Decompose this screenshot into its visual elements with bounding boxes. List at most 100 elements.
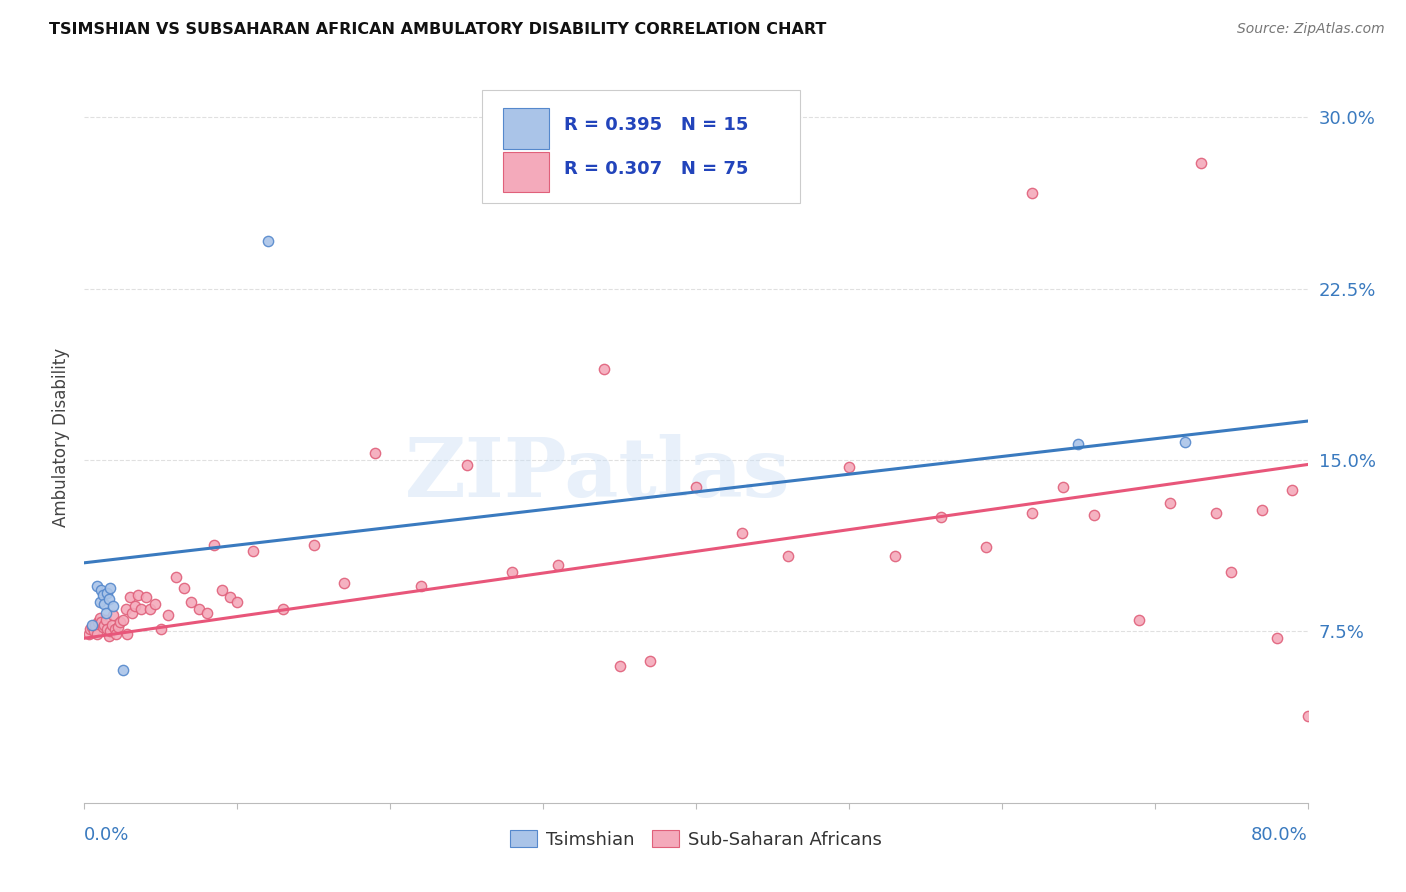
Point: [731, 526, 754, 541]
Point: [98, 624, 121, 639]
Point: [93, 617, 115, 632]
Point: [226, 595, 249, 609]
Point: [638, 654, 661, 668]
Point: [180, 595, 202, 609]
FancyBboxPatch shape: [503, 153, 550, 193]
Point: [157, 608, 180, 623]
Point: [115, 626, 138, 640]
Point: [838, 459, 860, 474]
Point: [90, 615, 112, 630]
Point: [929, 510, 952, 524]
Point: [333, 576, 356, 591]
Point: [91, 588, 114, 602]
Point: [1174, 434, 1197, 449]
Point: [456, 458, 478, 472]
Point: [1128, 613, 1150, 627]
Point: [94, 613, 117, 627]
Point: [89, 610, 111, 624]
Point: [1296, 709, 1319, 723]
Point: [302, 537, 325, 551]
Point: [129, 601, 152, 615]
Point: [1250, 503, 1272, 517]
Point: [271, 601, 294, 615]
Point: [195, 606, 218, 620]
Point: [218, 590, 240, 604]
Point: [107, 620, 129, 634]
Point: [1281, 483, 1303, 497]
Point: [1021, 186, 1043, 200]
Point: [1067, 437, 1090, 451]
Point: [976, 540, 998, 554]
Point: [97, 629, 120, 643]
Point: [202, 537, 225, 551]
Point: [111, 663, 134, 677]
Text: ZIPatlas: ZIPatlas: [405, 434, 790, 514]
Point: [80, 617, 103, 632]
Point: [103, 599, 125, 614]
Point: [114, 601, 136, 615]
Point: [1189, 155, 1212, 169]
Point: [91, 620, 114, 634]
FancyBboxPatch shape: [503, 108, 550, 149]
Point: [1159, 496, 1181, 510]
Point: [883, 549, 905, 563]
Point: [1021, 506, 1043, 520]
Point: [105, 626, 128, 640]
Point: [188, 601, 211, 615]
Text: R = 0.307   N = 75: R = 0.307 N = 75: [564, 160, 748, 178]
Point: [776, 549, 799, 563]
Point: [96, 622, 118, 636]
Point: [257, 234, 280, 248]
Point: [111, 613, 134, 627]
Point: [84, 617, 107, 632]
Point: [83, 624, 105, 639]
Point: [609, 658, 631, 673]
Point: [98, 581, 121, 595]
Point: [139, 601, 162, 615]
Point: [547, 558, 569, 573]
Point: [77, 626, 100, 640]
Y-axis label: Ambulatory Disability: Ambulatory Disability: [52, 348, 70, 526]
Point: [97, 592, 120, 607]
Legend: Tsimshian, Sub-Saharan Africans: Tsimshian, Sub-Saharan Africans: [502, 822, 890, 856]
Text: R = 0.395   N = 15: R = 0.395 N = 15: [564, 116, 748, 134]
Point: [103, 608, 125, 623]
Point: [593, 361, 616, 376]
Point: [90, 583, 112, 598]
Point: [1205, 506, 1227, 520]
Text: TSIMSHIAN VS SUBSAHARAN AFRICAN AMBULATORY DISABILITY CORRELATION CHART: TSIMSHIAN VS SUBSAHARAN AFRICAN AMBULATO…: [49, 22, 827, 37]
Point: [86, 626, 108, 640]
Point: [211, 583, 233, 598]
Point: [1052, 480, 1074, 494]
Point: [93, 597, 115, 611]
Point: [1220, 565, 1243, 579]
Text: 0.0%: 0.0%: [84, 826, 129, 844]
Point: [108, 615, 131, 630]
Point: [409, 579, 432, 593]
Text: 80.0%: 80.0%: [1251, 826, 1308, 844]
Point: [120, 590, 142, 604]
Point: [135, 590, 157, 604]
Point: [127, 588, 149, 602]
Point: [87, 615, 110, 630]
Point: [124, 599, 146, 614]
Point: [94, 606, 117, 620]
Point: [1083, 508, 1105, 522]
Point: [80, 620, 103, 634]
Text: Source: ZipAtlas.com: Source: ZipAtlas.com: [1237, 22, 1385, 37]
Point: [89, 595, 111, 609]
Point: [173, 581, 195, 595]
Point: [1265, 632, 1288, 646]
Point: [685, 480, 707, 494]
Point: [104, 622, 127, 636]
Point: [101, 617, 124, 632]
Point: [86, 579, 108, 593]
Point: [79, 622, 101, 636]
Point: [149, 622, 172, 636]
Point: [502, 565, 524, 579]
Point: [165, 569, 187, 583]
Point: [143, 597, 166, 611]
Point: [364, 446, 387, 460]
Point: [96, 585, 118, 599]
Point: [242, 544, 264, 558]
